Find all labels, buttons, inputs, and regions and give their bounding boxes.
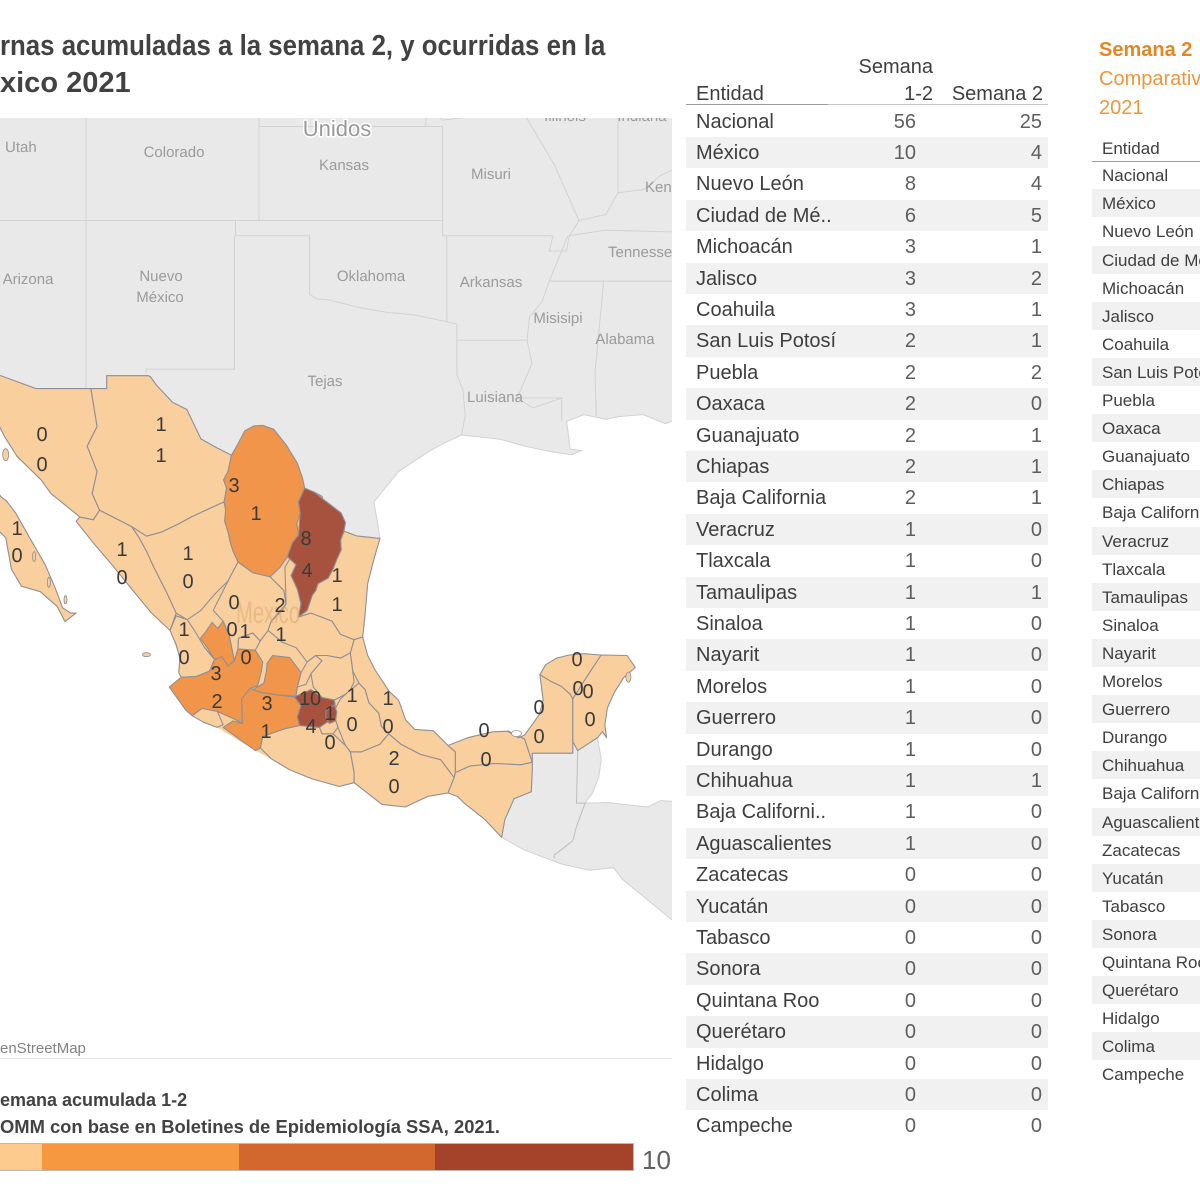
svg-text:0: 0 [478,720,489,742]
svg-text:Mexico: Mexico [236,595,300,630]
svg-text:0: 0 [480,749,491,771]
svg-text:0: 0 [582,681,593,703]
svg-text:0: 0 [382,716,393,738]
svg-text:0: 0 [226,619,237,641]
svg-text:0: 0 [572,678,583,700]
svg-text:Oklahoma: Oklahoma [337,268,406,285]
svg-text:1: 1 [346,685,357,707]
svg-text:0: 0 [36,454,47,476]
svg-text:1: 1 [250,503,261,525]
svg-text:Arizona: Arizona [3,271,55,288]
svg-text:0: 0 [182,571,193,593]
svg-text:1: 1 [382,688,393,710]
svg-text:Tennessee: Tennessee [608,244,672,261]
svg-text:1: 1 [324,703,335,725]
svg-text:1: 1 [116,539,127,561]
svg-text:1: 1 [11,518,22,540]
svg-text:3: 3 [210,663,221,685]
svg-text:Tejas: Tejas [307,373,342,390]
svg-text:4: 4 [301,560,312,582]
svg-text:1: 1 [178,619,189,641]
svg-text:Unidos: Unidos [303,118,371,141]
svg-text:1: 1 [275,624,286,646]
svg-text:0: 0 [346,714,357,736]
svg-text:Nuevo: Nuevo [139,268,182,285]
svg-text:1: 1 [260,721,271,743]
svg-text:8: 8 [300,528,311,550]
svg-text:Luisiana: Luisiana [467,389,524,406]
svg-text:Indiana: Indiana [617,118,667,125]
svg-text:3: 3 [261,693,272,715]
svg-text:0: 0 [11,545,22,567]
svg-text:0: 0 [533,697,544,719]
svg-text:Ken: Ken [645,179,672,196]
svg-text:Alabama: Alabama [595,331,655,348]
svg-text:2: 2 [274,595,285,617]
svg-text:0: 0 [36,424,47,446]
svg-text:Colorado: Colorado [144,144,205,161]
svg-text:1: 1 [182,543,193,565]
svg-text:1: 1 [331,594,342,616]
svg-text:2: 2 [388,748,399,770]
svg-text:1: 1 [239,621,250,643]
svg-text:Misuri: Misuri [471,166,511,183]
svg-text:0: 0 [571,649,582,671]
svg-text:0: 0 [116,567,127,589]
svg-text:0: 0 [240,647,251,669]
svg-text:1: 1 [155,445,166,467]
svg-text:México: México [136,289,184,306]
svg-text:Kansas: Kansas [319,157,369,174]
svg-text:Misisipi: Misisipi [533,310,582,327]
svg-text:0: 0 [584,709,595,731]
svg-text:Utah: Utah [5,139,37,156]
svg-text:4: 4 [305,716,316,738]
svg-text:0: 0 [324,732,335,754]
svg-text:0: 0 [228,592,239,614]
svg-text:0: 0 [533,726,544,748]
svg-text:0: 0 [388,776,399,798]
svg-text:10: 10 [299,688,321,710]
svg-text:1: 1 [155,414,166,436]
svg-text:Illinois: Illinois [544,118,586,125]
svg-text:1: 1 [331,565,342,587]
svg-text:2: 2 [211,691,222,713]
svg-text:Arkansas: Arkansas [460,274,523,291]
svg-text:0: 0 [178,647,189,669]
svg-text:3: 3 [228,475,239,497]
